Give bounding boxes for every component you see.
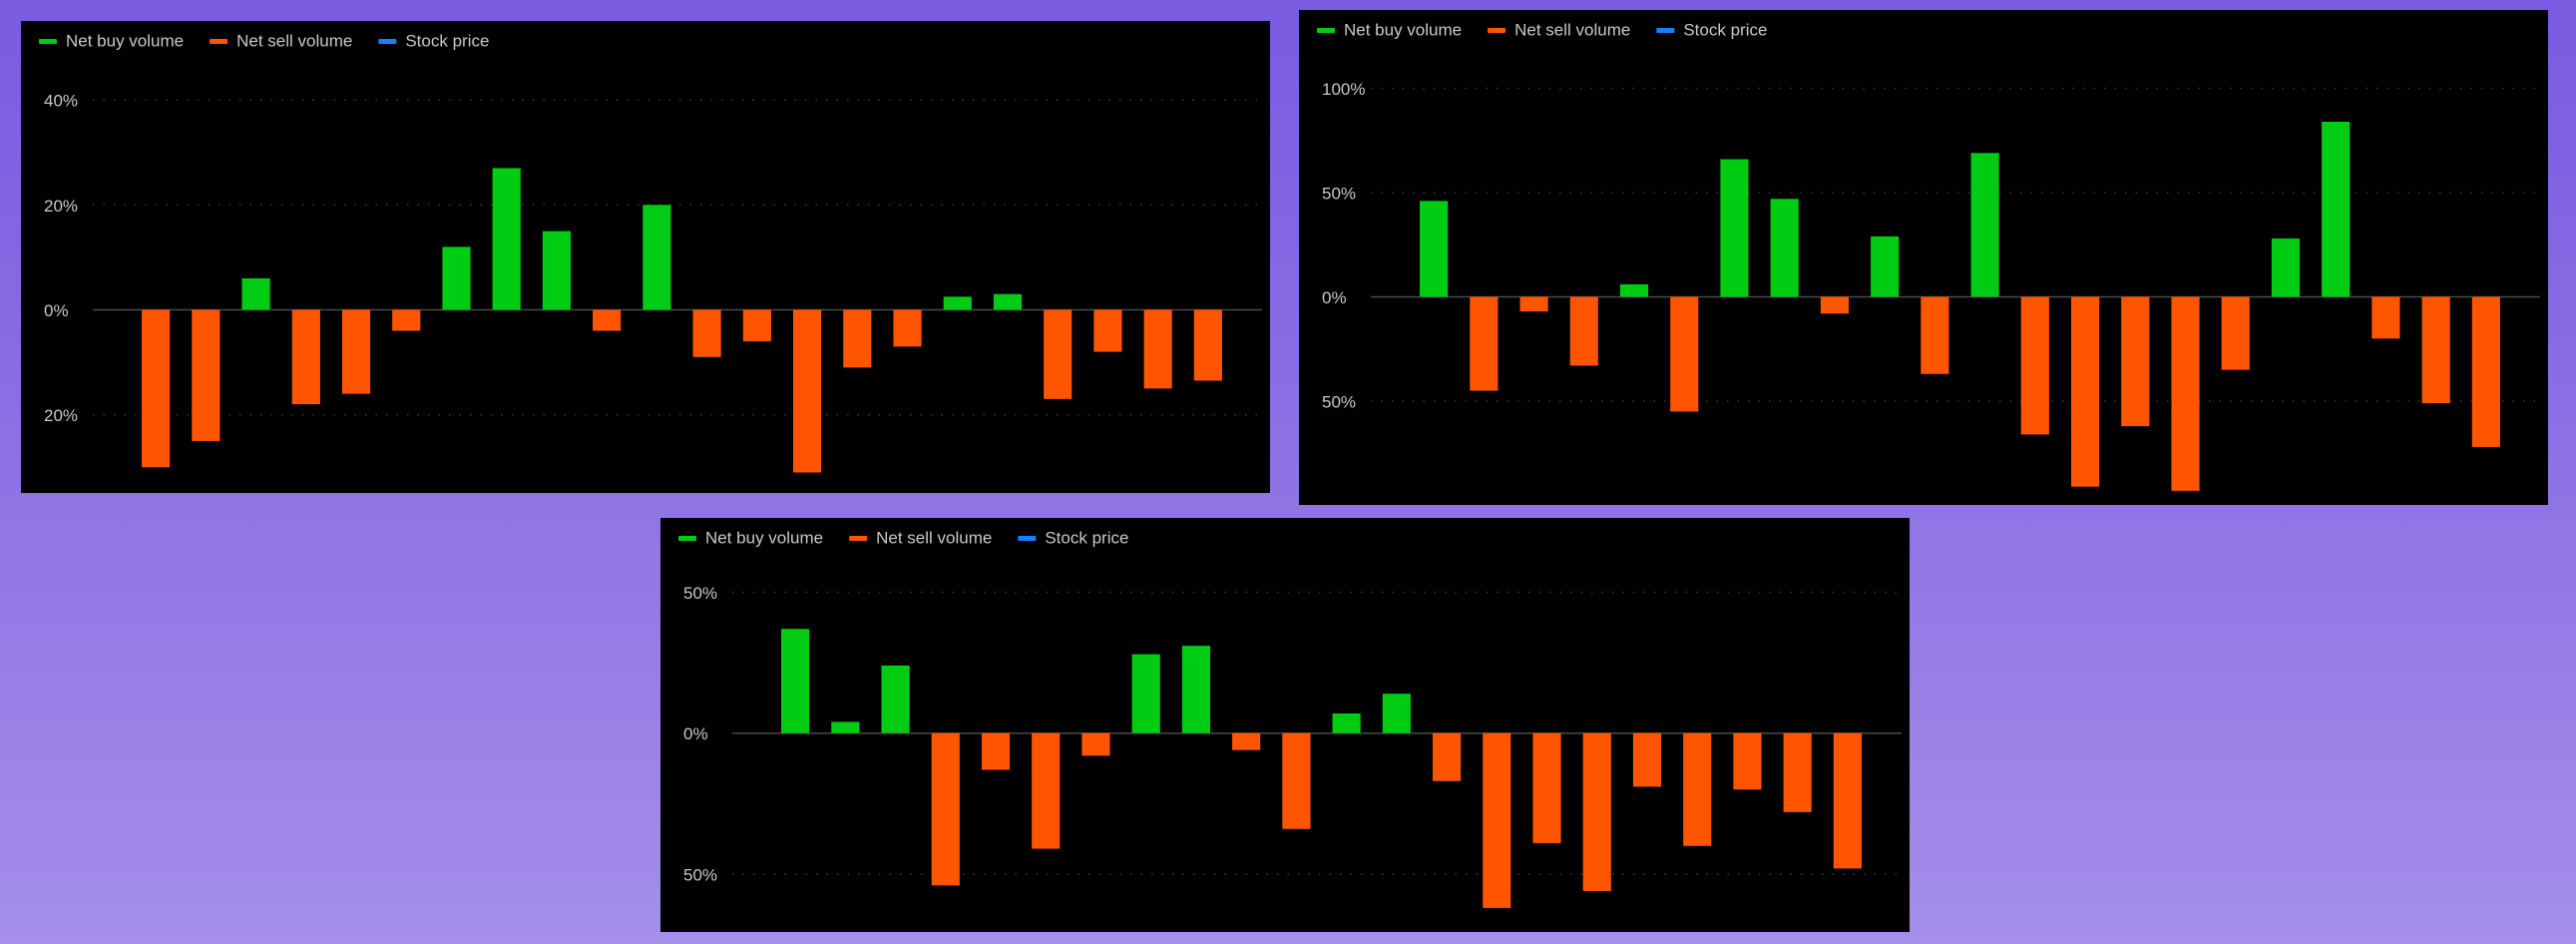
y-tick-label: 20% xyxy=(44,406,78,425)
bar xyxy=(1093,309,1122,352)
bar xyxy=(643,205,671,310)
y-tick-label: 0% xyxy=(683,724,708,743)
bar xyxy=(1131,654,1160,733)
bar xyxy=(542,231,571,310)
bar xyxy=(593,309,622,331)
legend-swatch xyxy=(210,39,228,44)
bar xyxy=(1970,153,1999,297)
bar xyxy=(1181,646,1210,733)
bar xyxy=(1532,732,1561,843)
bar xyxy=(1032,732,1061,849)
bar xyxy=(993,293,1023,310)
bar xyxy=(1081,732,1110,756)
bar xyxy=(781,629,810,733)
bar xyxy=(981,732,1011,770)
bar xyxy=(893,309,922,347)
bar xyxy=(881,665,910,733)
bar xyxy=(492,168,521,310)
chart-panel: 100% 50% 0% 50% Net buy volume Net sell volum… xyxy=(1299,10,2548,505)
legend-swatch xyxy=(1656,28,1675,33)
bar xyxy=(1833,732,1862,869)
bar xyxy=(1519,296,1548,312)
bar xyxy=(2071,296,2100,487)
bar xyxy=(142,309,171,468)
bar xyxy=(2121,296,2150,427)
legend-swatch xyxy=(378,39,397,44)
bar xyxy=(192,309,220,441)
y-tick-label: 20% xyxy=(44,197,78,216)
legend-swatch xyxy=(1317,28,1335,33)
legend-swatch xyxy=(849,536,868,541)
bar xyxy=(2371,296,2400,339)
bar xyxy=(793,309,822,473)
bar xyxy=(2322,121,2351,297)
bar xyxy=(2471,296,2500,447)
bar xyxy=(1871,236,1900,297)
bar xyxy=(692,309,721,357)
legend-label: Net sell volume xyxy=(236,31,352,50)
bar xyxy=(2221,296,2250,370)
bar xyxy=(2171,296,2200,491)
y-tick-label: 50% xyxy=(1322,392,1356,411)
bar xyxy=(1332,712,1361,733)
bar xyxy=(291,309,320,405)
legend-label: Net buy volume xyxy=(705,528,823,547)
bar xyxy=(1569,296,1598,366)
y-tick-label: 50% xyxy=(1322,184,1356,203)
y-tick-label: 100% xyxy=(1322,80,1365,99)
bar xyxy=(241,277,270,310)
bar xyxy=(831,721,860,733)
bar xyxy=(2020,296,2049,435)
bar xyxy=(931,732,960,886)
legend-label: Stock price xyxy=(1683,20,1767,39)
bar xyxy=(1044,309,1073,399)
bar xyxy=(1820,296,1849,314)
bar xyxy=(1582,732,1611,891)
legend-label: Net buy volume xyxy=(1344,20,1462,39)
legend-swatch xyxy=(39,39,57,44)
legend-swatch xyxy=(678,536,696,541)
bar xyxy=(392,309,421,331)
bar xyxy=(742,309,771,342)
legend-swatch xyxy=(1488,28,1506,33)
legend-label: Net sell volume xyxy=(1514,20,1630,39)
y-tick-label: 0% xyxy=(44,301,69,320)
bar xyxy=(1783,732,1812,812)
bar xyxy=(1382,694,1411,733)
bar xyxy=(1720,159,1749,297)
bar xyxy=(2271,237,2301,297)
legend-label: Stock price xyxy=(1045,528,1128,547)
y-tick-label: 50% xyxy=(683,865,717,884)
bar xyxy=(442,246,471,310)
y-tick-label: 40% xyxy=(44,92,78,111)
bar xyxy=(1619,283,1649,297)
bar xyxy=(1232,732,1261,750)
bar xyxy=(1433,732,1462,781)
bar xyxy=(1282,732,1311,829)
bar xyxy=(1143,309,1172,389)
legend-swatch xyxy=(1018,536,1037,541)
y-tick-label: 50% xyxy=(683,584,717,603)
bar xyxy=(341,309,371,394)
bar xyxy=(1670,296,1699,412)
bar xyxy=(1420,201,1449,297)
bar xyxy=(843,309,872,368)
bar xyxy=(1683,732,1712,846)
bar xyxy=(1470,296,1499,391)
bar xyxy=(1770,199,1799,297)
legend-label: Net sell volume xyxy=(876,528,992,547)
legend-label: Stock price xyxy=(405,31,489,50)
chart-panel: 40% 20% 0% 20% Net buy volume Net sell volume… xyxy=(21,21,1270,493)
bar xyxy=(1921,296,1949,374)
bar xyxy=(1632,732,1662,787)
bar xyxy=(1733,732,1762,790)
chart-panel: 50% 0% 50% Net buy volume Net sell volume Sto… xyxy=(660,518,1910,932)
y-tick-label: 0% xyxy=(1322,288,1347,307)
bar xyxy=(2421,296,2450,404)
bar xyxy=(1193,309,1222,381)
legend-label: Net buy volume xyxy=(66,31,184,50)
bar xyxy=(943,296,972,310)
bar xyxy=(1483,732,1511,908)
